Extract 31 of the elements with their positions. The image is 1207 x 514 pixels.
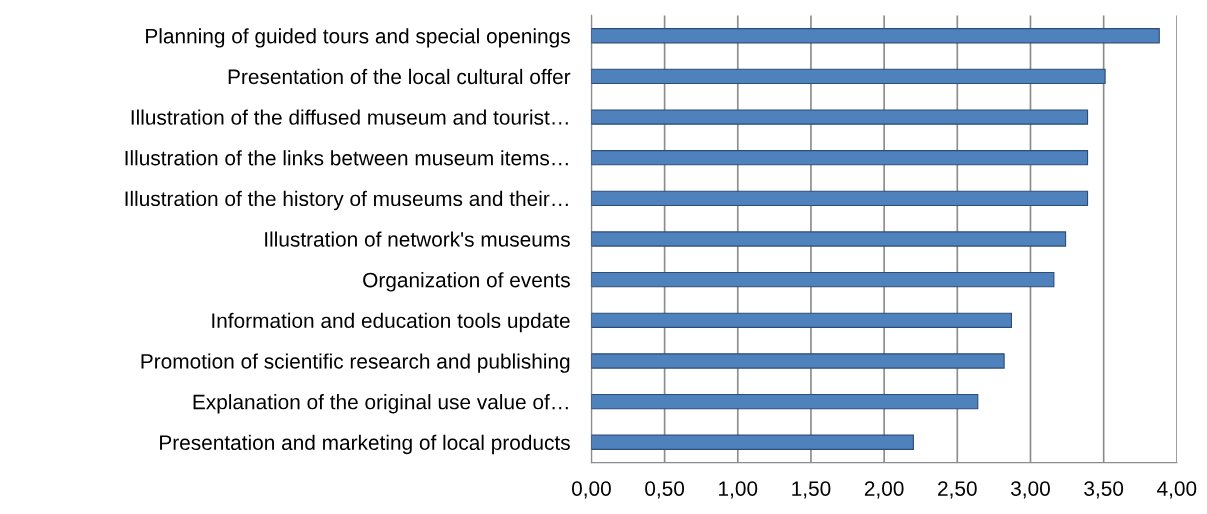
x-tick-label: 1,50 <box>792 481 831 499</box>
bar <box>591 28 1160 44</box>
bar <box>591 434 914 450</box>
y-tick-label: Promotion of scientific research and publishing <box>141 353 570 373</box>
y-tick-label: Illustration of the diffused museum and tourist… <box>131 109 568 125</box>
bar <box>591 231 1067 247</box>
y-tick-label: Explanation of the original use value of… <box>193 394 568 414</box>
bar <box>591 393 979 410</box>
y-tick-label: Illustration of the links between museum items… <box>125 150 568 166</box>
x-tick-label: 2,50 <box>938 481 977 499</box>
bar <box>591 190 1089 207</box>
bar <box>591 150 1089 166</box>
x-tick-label: 1,00 <box>719 481 758 499</box>
y-tick-label: Illustration of network's museums <box>265 231 570 247</box>
x-tick-label: 4,00 <box>1157 481 1197 499</box>
y-tick-label: Organization of events <box>363 272 570 292</box>
x-tick-label: 3,50 <box>1084 481 1124 499</box>
x-tick-label: 0,00 <box>571 481 611 499</box>
x-tick-label: 2,00 <box>864 481 904 499</box>
bar <box>591 68 1106 85</box>
bar <box>591 353 1005 369</box>
y-tick-label: Presentation and marketing of local products <box>160 434 570 455</box>
y-tick-label: Presentation of the local cultural offer <box>228 68 571 85</box>
y-tick-label: Illustration of the history of museums and their… <box>125 190 568 211</box>
bar <box>591 109 1089 125</box>
y-tick-label: Planning of guided tours and special openings <box>146 28 570 48</box>
bar <box>591 312 1013 328</box>
x-tick-label: 0,50 <box>645 481 685 499</box>
x-tick-label: 3,00 <box>1011 481 1050 499</box>
bar <box>591 271 1055 288</box>
y-tick-label: Information and education tools update <box>212 312 570 333</box>
